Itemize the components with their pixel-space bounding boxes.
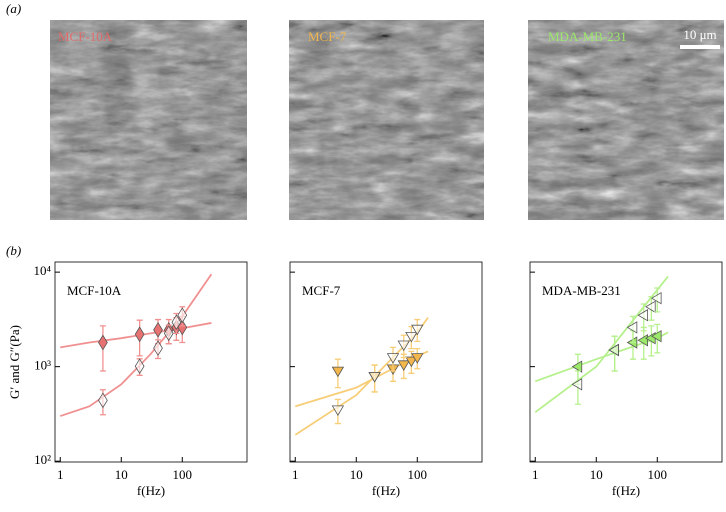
data-point — [368, 372, 381, 383]
data-point — [153, 340, 163, 357]
x-tick-label: 10 — [590, 467, 603, 482]
chart-title: MDA-MB-231 — [542, 283, 621, 298]
data-point — [134, 358, 145, 375]
data-point — [98, 392, 108, 409]
panel-label: (a) — [6, 1, 21, 16]
micrographs: MCF-10A MCF-7 MDA-MB-231 10 μm — [50, 20, 724, 220]
data-point — [571, 378, 583, 391]
micrograph-texture — [528, 20, 724, 220]
data-point — [397, 340, 410, 352]
data-point — [153, 321, 163, 338]
x-tick-label: 100 — [648, 467, 668, 482]
y-tick-label: 10⁴ — [33, 263, 51, 278]
data-point — [331, 366, 345, 378]
data-point — [405, 356, 418, 368]
data-point — [645, 300, 656, 313]
data-point — [650, 291, 662, 305]
chart-title: MCF-7 — [302, 283, 341, 298]
chart-title: MCF-10A — [67, 283, 122, 298]
fit-line — [534, 331, 669, 383]
x-tick-label: 1 — [57, 467, 64, 482]
x-tick-label: 1 — [532, 467, 539, 482]
scale-bar-label: 10 μm — [683, 27, 716, 42]
data-point — [626, 321, 638, 334]
data-point — [331, 405, 345, 417]
x-tick-label: 10 — [115, 467, 128, 482]
micrograph-texture — [289, 20, 484, 220]
x-tick-label: 10 — [350, 467, 363, 482]
data-point — [411, 353, 424, 364]
data-point — [411, 324, 424, 336]
image-label: MCF-7 — [308, 29, 347, 44]
x-axis-label: f(Hz) — [137, 483, 165, 498]
data-point — [637, 309, 648, 322]
data-point — [171, 314, 182, 331]
plot-frame — [289, 261, 483, 463]
micrograph-texture — [50, 20, 247, 220]
image-label: MCF-10A — [58, 29, 113, 44]
y-tick-label: 10³ — [34, 358, 51, 373]
y-axis-label: G′ and G″(Pa) — [7, 325, 22, 399]
panel-label: (b) — [6, 243, 21, 258]
plot-frame — [529, 261, 723, 463]
plot-frame — [54, 261, 248, 463]
data-point — [650, 329, 662, 343]
image-label: MDA-MB-231 — [548, 29, 627, 44]
x-axis-label: f(Hz) — [372, 483, 400, 498]
data-point — [637, 334, 648, 347]
y-tick-label: 10² — [34, 452, 51, 467]
scale-bar — [680, 45, 720, 49]
x-tick-label: 100 — [408, 467, 428, 482]
data-point — [163, 325, 174, 342]
data-point — [397, 360, 410, 371]
x-tick-label: 1 — [292, 467, 299, 482]
data-point — [177, 307, 188, 324]
data-point — [405, 331, 418, 343]
x-tick-label: 100 — [173, 467, 193, 482]
x-axis-label: f(Hz) — [612, 483, 640, 498]
data-point — [98, 334, 108, 351]
data-point — [608, 343, 619, 357]
fit-line — [534, 275, 669, 413]
data-point — [134, 326, 145, 343]
data-point — [571, 360, 583, 373]
fit-line — [59, 273, 213, 417]
data-point — [386, 353, 400, 364]
